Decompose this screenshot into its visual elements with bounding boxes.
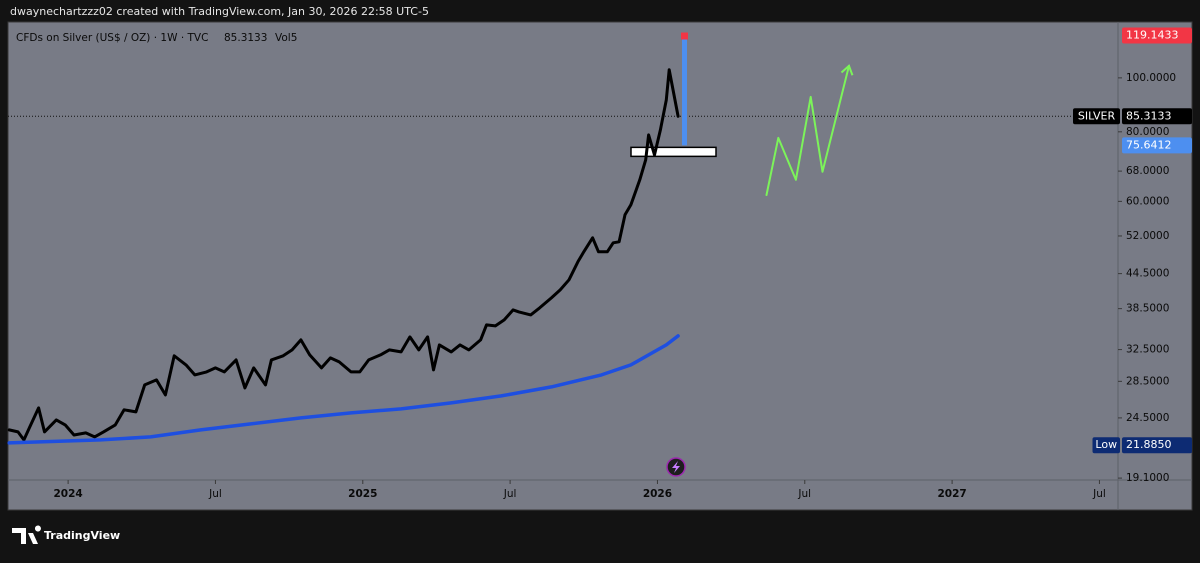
y-tick-label: 52.0000 (1126, 230, 1169, 242)
x-tick-label: Jul (503, 488, 517, 500)
y-tick-label: 44.5000 (1126, 268, 1169, 280)
y-tick-label: 100.0000 (1126, 72, 1176, 84)
event-icon-bolt (672, 461, 680, 473)
footer-logo: TradingView (12, 525, 120, 544)
logo-mark (12, 525, 41, 544)
chart-background (7, 21, 1193, 511)
price-tag: 21.8850 Low (1092, 437, 1192, 454)
x-tick-label: 2025 (348, 488, 377, 500)
price-tag: 85.3133 SILVER (1073, 108, 1192, 125)
target-top (681, 32, 688, 40)
price-tag-box (1122, 437, 1192, 454)
price-line (7, 68, 680, 442)
price-tag: 119.1433 (1122, 27, 1192, 44)
legend-symbol: CFDs on Silver (US$ / OZ) · 1W · TVC (16, 32, 208, 44)
y-tick-label: 80.0000 (1126, 126, 1169, 138)
price-tag: 75.6412 (1122, 137, 1192, 154)
x-tick-label: Jul (797, 488, 811, 500)
y-tick-label: 32.5000 (1126, 344, 1169, 356)
x-tick-label: Jul (208, 488, 222, 500)
legend-price: 85.3133 (224, 32, 267, 44)
price-tag-label: Low (1095, 438, 1117, 451)
price-tag-label-box (1092, 437, 1120, 454)
event-icon[interactable] (666, 457, 686, 477)
legend-volume: Vol5 (275, 32, 297, 44)
price-tag-value: 21.8850 (1126, 438, 1172, 451)
y-tick-label: 24.5000 (1126, 412, 1169, 424)
header-text: dwaynechartzzz02 created with TradingVie… (10, 5, 429, 18)
price-tag-value: 119.1433 (1126, 29, 1179, 42)
x-tick-label: Jul (1092, 488, 1106, 500)
target-bar (682, 35, 687, 146)
price-tag-value: 85.3133 (1126, 109, 1172, 122)
price-tag-label-box (1073, 108, 1120, 125)
support-zone (630, 146, 717, 158)
footer-brand: TradingView (44, 529, 120, 542)
price-tag-box (1122, 108, 1192, 125)
price-line (765, 64, 850, 196)
y-tick-label: 19.1000 (1126, 472, 1169, 484)
x-tick-label: 2024 (53, 488, 82, 500)
price-line (7, 334, 680, 445)
price-tag-value: 75.6412 (1126, 138, 1172, 151)
x-tick-label: 2027 (937, 488, 966, 500)
arrow-head (840, 64, 854, 76)
price-tag-box (1122, 27, 1192, 44)
price-tag-label: SILVER (1078, 109, 1116, 122)
y-tick-label: 68.0000 (1126, 165, 1169, 177)
y-tick-label: 28.5000 (1126, 375, 1169, 387)
price-tag-box (1122, 137, 1192, 154)
x-tick-label: 2026 (643, 488, 672, 500)
y-tick-label: 38.5000 (1126, 303, 1169, 315)
y-tick-label: 60.0000 (1126, 195, 1169, 207)
